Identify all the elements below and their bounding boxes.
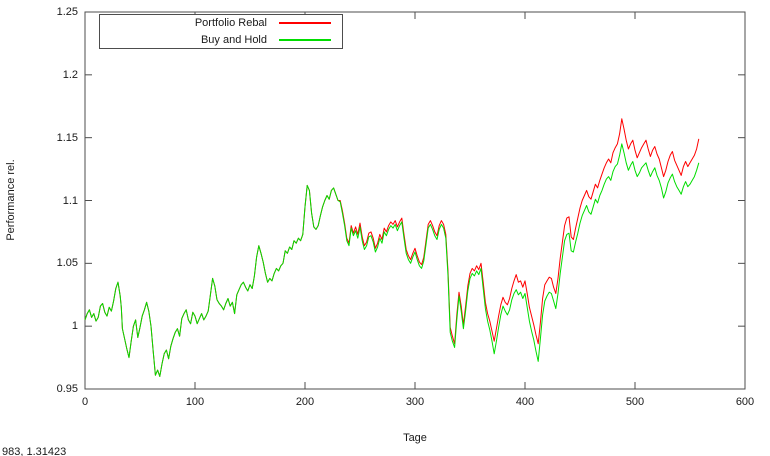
y-tick-label: 1.15 (56, 131, 78, 144)
legend: Portfolio Rebal Buy and Hold (99, 14, 343, 49)
series-line-portfolio-rebal (84, 118, 700, 377)
x-tick-label: 500 (625, 396, 645, 408)
legend-entry-portfolio-rebal: Portfolio Rebal (100, 15, 342, 31)
x-tick-label: 0 (81, 396, 89, 408)
y-tick-label: 1.25 (56, 6, 78, 18)
legend-line-sample-green (279, 38, 331, 41)
legend-label-portfolio-rebal: Portfolio Rebal (194, 17, 267, 30)
x-tick-label: 300 (405, 396, 425, 408)
plot-border (84, 11, 746, 390)
legend-line-sample-red (279, 22, 331, 25)
y-axis-title: Performance rel. (5, 159, 17, 241)
mouse-coordinate-readout: 983, 1.31423 (2, 446, 67, 456)
x-tick-label: 400 (515, 396, 535, 408)
y-tick-label: 1.2 (62, 68, 78, 81)
legend-entry-buy-and-hold: Buy and Hold (100, 32, 342, 48)
series-line-buy-and-hold (84, 143, 700, 377)
y-tick-label: 0.95 (56, 383, 78, 395)
x-tick-label: 100 (185, 396, 205, 408)
legend-label-buy-and-hold: Buy and Hold (200, 33, 267, 46)
y-tick-label: 1 (71, 320, 78, 333)
y-tick-label: 1.1 (62, 194, 78, 207)
x-tick-label: 200 (295, 396, 315, 408)
x-tick-label: 600 (735, 396, 755, 408)
y-tick-label: 1.05 (56, 257, 78, 270)
x-axis-title: Tage (403, 432, 427, 444)
